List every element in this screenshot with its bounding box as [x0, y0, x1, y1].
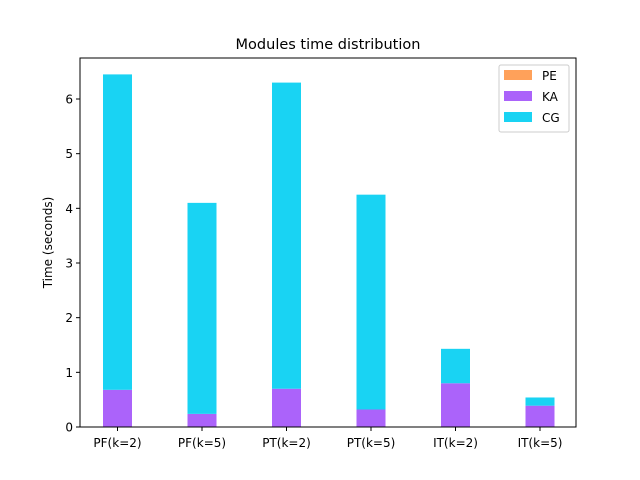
- bar-cg-2: [272, 82, 301, 389]
- legend-label-cg: CG: [542, 111, 560, 125]
- bar-ka-0: [103, 389, 132, 427]
- x-tick-label: IT(k=5): [518, 436, 563, 450]
- legend-label-ka: KA: [542, 90, 559, 104]
- x-tick-label: IT(k=2): [433, 436, 478, 450]
- y-tick-label: 0: [65, 421, 73, 435]
- legend-swatch-pe: [504, 70, 532, 80]
- legend-label-pe: PE: [542, 69, 557, 83]
- legend: PE KA CG: [498, 64, 570, 133]
- bar-ka-3: [356, 409, 386, 427]
- y-tick-label: 2: [65, 311, 73, 325]
- bar-cg-0: [103, 74, 132, 390]
- legend-swatch-cg: [504, 112, 532, 122]
- plot-area-frame: [79, 57, 577, 428]
- x-tick-label: PF(k=5): [178, 436, 226, 450]
- bar-ka-1: [187, 413, 217, 427]
- bars-layer: [103, 74, 555, 427]
- bar-ka-5: [525, 405, 555, 427]
- y-axis-label: Time (seconds): [41, 197, 55, 290]
- y-tick-label: 5: [65, 147, 73, 161]
- y-axis-ticks: 0 1 2 3 4 5 6: [65, 93, 80, 435]
- bar-ka-2: [272, 388, 301, 427]
- bar-cg-5: [525, 397, 555, 406]
- bar-cg-1: [187, 202, 217, 414]
- y-tick-label: 3: [65, 257, 73, 271]
- y-tick-label: 4: [65, 202, 73, 216]
- chart-title: Modules time distribution: [236, 37, 421, 53]
- y-tick-label: 1: [65, 366, 73, 380]
- x-tick-label: PT(k=5): [347, 436, 396, 450]
- x-tick-label: PT(k=2): [262, 436, 311, 450]
- bar-ka-4: [441, 383, 470, 427]
- legend-swatch-ka: [504, 91, 532, 101]
- bar-cg-3: [356, 194, 386, 410]
- x-tick-label: PF(k=2): [93, 436, 141, 450]
- x-axis-ticks: PF(k=2) PF(k=5) PT(k=2) PT(k=5) IT(k=2) IT(k=…: [93, 427, 562, 450]
- bar-cg-4: [441, 348, 470, 384]
- y-tick-label: 6: [65, 93, 73, 107]
